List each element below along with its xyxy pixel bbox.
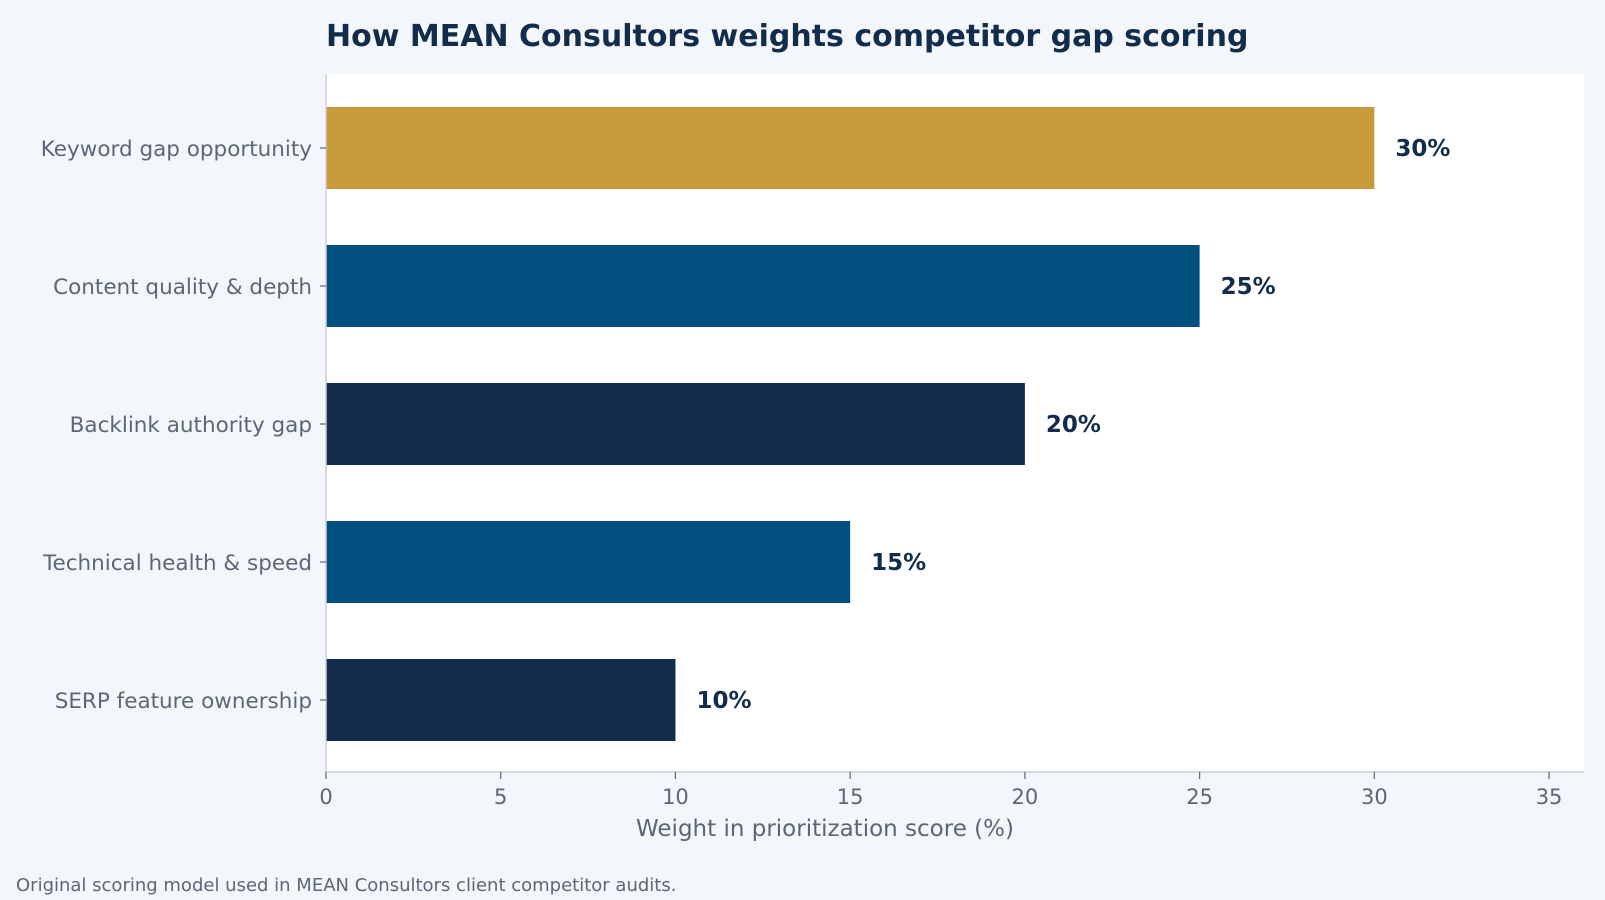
footnote: Original scoring model used in MEAN Cons… (16, 875, 676, 896)
x-tick-label: 10 (662, 785, 689, 809)
x-tick-label: 35 (1536, 785, 1563, 809)
chart-title: How MEAN Consultors weights competitor g… (326, 19, 1248, 54)
x-tick-label: 15 (837, 785, 864, 809)
category-label: Content quality & depth (53, 275, 312, 300)
x-tick-label: 5 (494, 785, 507, 809)
value-label: 25% (1221, 274, 1276, 300)
x-tick-label: 30 (1361, 785, 1388, 809)
bars-layer (326, 107, 1375, 741)
category-label: SERP feature ownership (55, 689, 312, 714)
category-label: Backlink authority gap (70, 413, 312, 438)
bar (326, 245, 1200, 327)
x-axis-label: Weight in prioritization score (%) (636, 816, 1014, 842)
value-label: 20% (1046, 412, 1101, 438)
value-label: 30% (1395, 136, 1450, 162)
category-label: Keyword gap opportunity (41, 137, 312, 162)
x-axis: 0 5 10 15 20 25 30 35 (319, 771, 1584, 809)
x-tick-label: 20 (1012, 785, 1039, 809)
bar (326, 521, 851, 603)
y-axis: Keyword gap opportunity Content quality &… (41, 74, 327, 772)
value-label: 10% (696, 688, 751, 714)
x-tick-label: 0 (319, 785, 332, 809)
bar (326, 659, 676, 741)
value-labels-layer: 30% 25% 20% 15% 10% (696, 136, 1450, 714)
value-label: 15% (871, 550, 926, 576)
bar (326, 107, 1375, 189)
category-label: Technical health & speed (42, 551, 312, 576)
bar (326, 383, 1025, 465)
x-tick-label: 25 (1186, 785, 1213, 809)
